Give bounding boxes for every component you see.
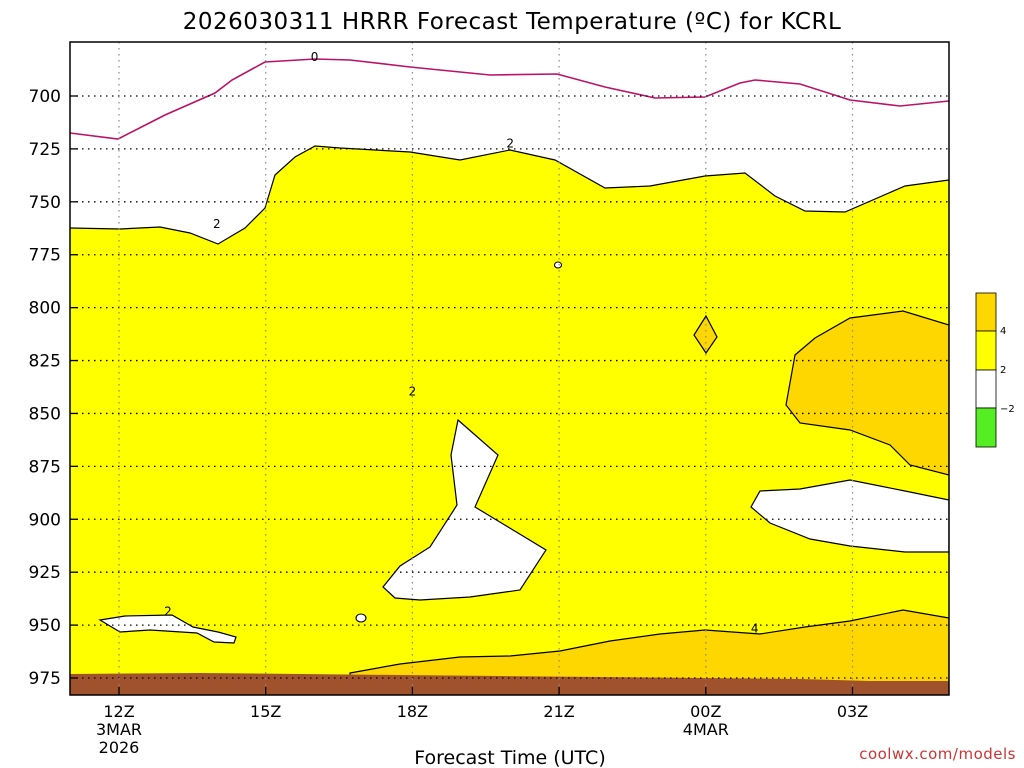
contour-label: 2 [409, 384, 417, 398]
cold-speck-1 [355, 613, 367, 623]
y-tick-label: 900 [29, 510, 61, 530]
colorbar-swatch-mild [975, 330, 997, 371]
grid-lines [70, 42, 949, 695]
y-tick-label: 825 [29, 352, 61, 372]
upper-two-degree-contour [70, 145, 949, 245]
y-tick-label: 725 [29, 140, 61, 160]
contour-label: 4 [751, 621, 759, 635]
color-legend: 4 2 −2 [975, 292, 1015, 448]
cold-pocket-center [382, 418, 547, 601]
mild-temperature-region [70, 146, 949, 695]
x-tick-year: 2026 [99, 738, 140, 757]
ground-layer [70, 673, 949, 695]
colorbar-label-2: 2 [1000, 365, 1006, 376]
colorbar-label-neg2: −2 [1000, 404, 1015, 415]
contour-labels: 0 2 2 2 2 4 [164, 50, 759, 635]
y-tick-label: 750 [29, 193, 61, 213]
warm-diamond [693, 314, 718, 355]
contour-label: 0 [311, 50, 319, 64]
x-tick-label: 18Z [397, 702, 428, 721]
y-tick-label: 800 [29, 299, 61, 319]
colorbar-swatch-warm [975, 292, 997, 332]
contour-fields [70, 58, 949, 695]
cold-speck-2 [553, 261, 563, 269]
x-tick-label: 00Z [690, 702, 721, 721]
colorbar-swatch-neutral [975, 369, 997, 409]
x-tick-label: 15Z [250, 702, 281, 721]
x-tick-label: 21Z [543, 702, 574, 721]
y-tick-label: 775 [29, 246, 61, 266]
plot-frame [69, 41, 950, 696]
y-tick-label: 850 [29, 404, 61, 424]
y-tick-label: 875 [29, 457, 61, 477]
colorbar-label-4: 4 [1000, 326, 1006, 337]
cold-pocket-right [750, 479, 949, 553]
contour-label: 2 [164, 604, 172, 618]
x-tick-label: 12Z [103, 702, 134, 721]
x-tick-label: 03Z [837, 702, 868, 721]
cold-pocket-left [98, 614, 237, 644]
y-tick-label: 950 [29, 616, 61, 636]
contour-label: 2 [213, 217, 221, 231]
y-tick-label: 925 [29, 563, 61, 583]
x-axis-label: Forecast Time (UTC) [414, 747, 605, 768]
contour-label: 2 [506, 137, 514, 151]
warm-region-bottom [349, 609, 949, 695]
y-tick-label: 975 [29, 669, 61, 689]
freezing-level-contour [70, 58, 949, 140]
y-axis-ticks: 700 725 750 775 800 825 850 875 900 925 950 975 [29, 87, 78, 689]
y-tick-label: 700 [29, 87, 61, 107]
colorbar-swatch-cool [975, 407, 997, 448]
chart-title: 2026030311 HRRR Forecast Temperature (ºC… [183, 9, 842, 35]
x-tick-date: 4MAR [683, 720, 729, 739]
site-credit: coolwx.com/models [859, 745, 1016, 763]
x-tick-date: 3MAR [96, 720, 142, 739]
